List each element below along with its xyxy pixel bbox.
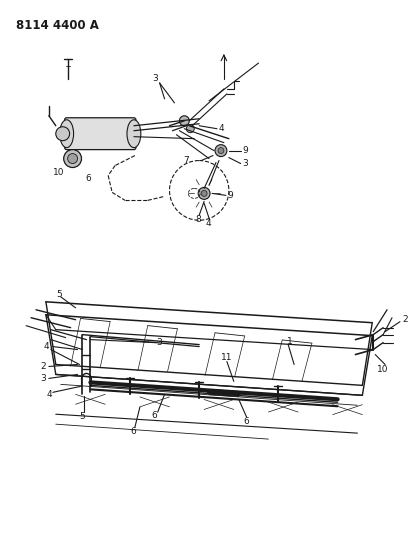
Text: 10: 10 <box>53 168 64 177</box>
Text: 6: 6 <box>130 426 135 435</box>
Circle shape <box>198 188 209 199</box>
Text: 10: 10 <box>376 365 388 374</box>
Circle shape <box>56 127 70 141</box>
Text: 4: 4 <box>43 342 49 351</box>
Text: 9: 9 <box>242 146 248 155</box>
Circle shape <box>63 150 81 167</box>
Circle shape <box>218 148 223 154</box>
Text: 1: 1 <box>287 337 292 346</box>
Text: 5: 5 <box>56 290 61 300</box>
Text: 7: 7 <box>183 156 189 165</box>
Ellipse shape <box>60 120 73 148</box>
FancyBboxPatch shape <box>65 118 135 150</box>
Text: 2: 2 <box>401 315 407 324</box>
Text: 2: 2 <box>40 362 46 371</box>
Text: 4: 4 <box>47 390 52 399</box>
Text: 6: 6 <box>85 174 91 183</box>
Text: 8114 4400 A: 8114 4400 A <box>16 19 99 33</box>
Text: 3: 3 <box>242 159 248 168</box>
Text: 6: 6 <box>243 417 249 426</box>
Circle shape <box>186 125 194 133</box>
Text: 3: 3 <box>151 75 157 84</box>
Text: 3: 3 <box>156 338 162 347</box>
Text: 3: 3 <box>40 374 46 383</box>
Text: 8: 8 <box>195 215 200 224</box>
Text: 4: 4 <box>205 219 210 228</box>
Circle shape <box>179 116 189 126</box>
Text: 5: 5 <box>79 411 85 421</box>
Ellipse shape <box>127 120 140 148</box>
Text: 11: 11 <box>220 353 232 362</box>
Circle shape <box>214 144 226 157</box>
Circle shape <box>201 190 207 196</box>
Text: 9: 9 <box>227 191 233 200</box>
Text: 6: 6 <box>151 411 157 419</box>
Circle shape <box>67 154 77 164</box>
Text: 4: 4 <box>218 124 224 133</box>
